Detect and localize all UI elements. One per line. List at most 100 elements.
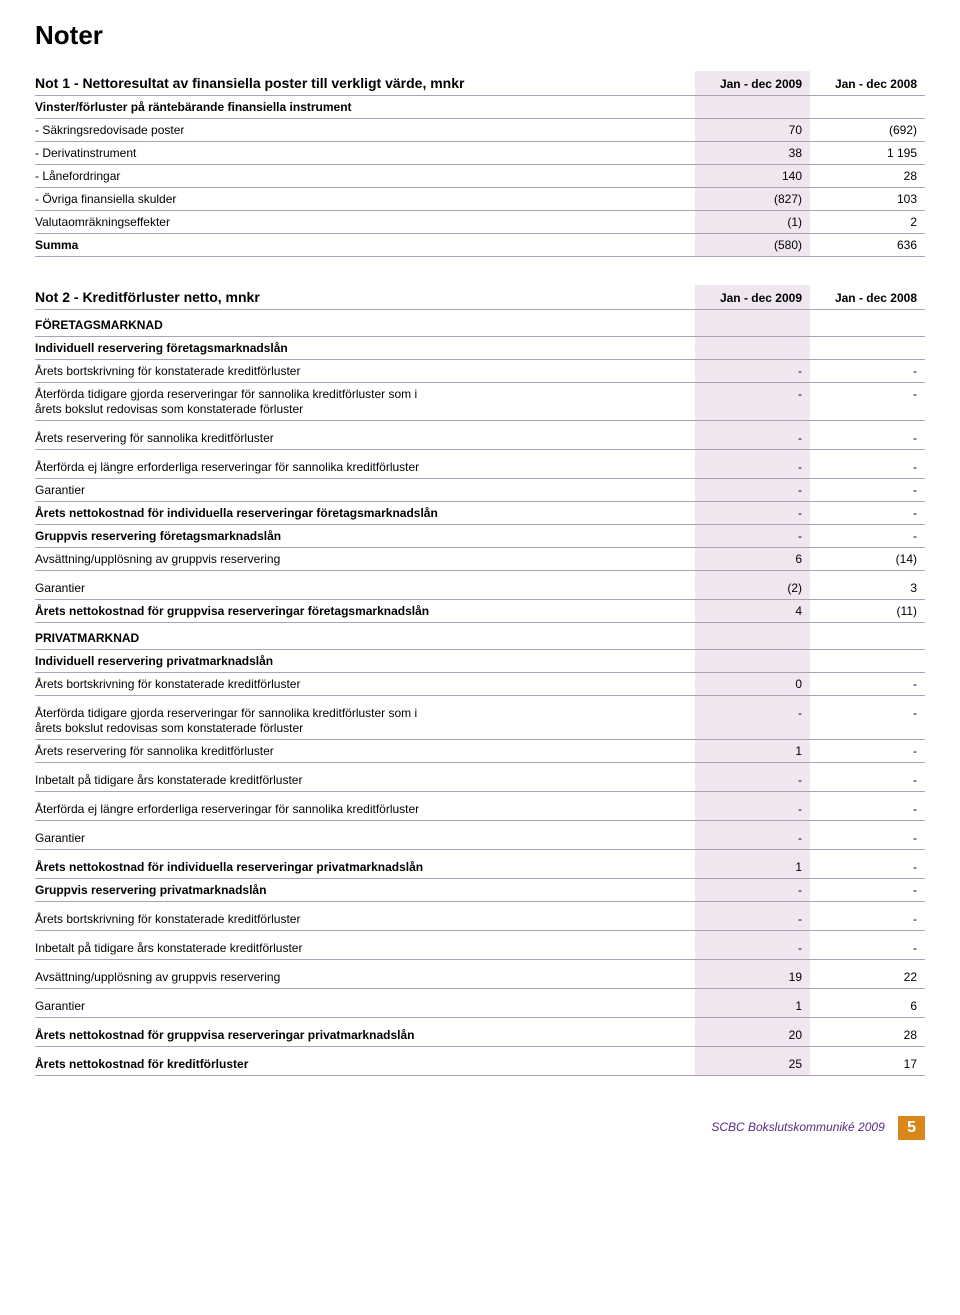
row-value-2008: 6 (810, 989, 925, 1018)
table-row: Summa(580)636 (35, 234, 925, 257)
row-label: - Lånefordringar (35, 165, 695, 188)
table-row: Inbetalt på tidigare års konstaterade kr… (35, 763, 925, 792)
row-value-2008: (14) (810, 548, 925, 571)
row-label: Årets nettokostnad för kreditförluster (35, 1047, 695, 1076)
row-value-2009: 70 (695, 119, 810, 142)
row-label: Individuell reservering privatmarknadslå… (35, 650, 695, 673)
row-label: - Säkringsredovisade poster (35, 119, 695, 142)
table-row: Årets bortskrivning för konstaterade kre… (35, 673, 925, 696)
row-label: Garantier (35, 571, 695, 600)
table-row: Valutaomräkningseffekter(1)2 (35, 211, 925, 234)
row-label: Återförda ej längre erforderliga reserve… (35, 792, 695, 821)
row-value-2009 (695, 623, 810, 650)
note-2-title: Not 2 - Kreditförluster netto, mnkr (35, 289, 695, 309)
row-value-2008: - (810, 479, 925, 502)
note-1-header: Not 1 - Nettoresultat av finansiella pos… (35, 71, 925, 96)
table-row: Årets reservering för sannolika kreditfö… (35, 740, 925, 763)
row-value-2009: 1 (695, 989, 810, 1018)
table-row: PRIVATMARKNAD (35, 623, 925, 650)
row-label: Årets bortskrivning för konstaterade kre… (35, 902, 695, 931)
row-value-2008: 28 (810, 1018, 925, 1047)
row-value-2009: - (695, 360, 810, 383)
row-value-2009: 19 (695, 960, 810, 989)
row-value-2009: - (695, 763, 810, 792)
row-value-2008: 22 (810, 960, 925, 989)
row-label: Årets reservering för sannolika kreditfö… (35, 740, 695, 763)
row-value-2009: 4 (695, 600, 810, 623)
row-value-2009: - (695, 383, 810, 421)
table-row: - Övriga finansiella skulder(827)103 (35, 188, 925, 211)
row-label: - Derivatinstrument (35, 142, 695, 165)
row-value-2009: - (695, 421, 810, 450)
row-value-2008: - (810, 450, 925, 479)
table-row: Gruppvis reservering företagsmarknadslån… (35, 525, 925, 548)
row-label: Årets nettokostnad för individuella rese… (35, 850, 695, 879)
row-value-2008: - (810, 740, 925, 763)
row-label: Vinster/förluster på räntebärande finans… (35, 96, 695, 119)
table-row: Årets nettokostnad för individuella rese… (35, 502, 925, 525)
table-row: Årets nettokostnad för individuella rese… (35, 850, 925, 879)
table-row: Vinster/förluster på räntebärande finans… (35, 96, 925, 119)
row-value-2009: 38 (695, 142, 810, 165)
table-row: Garantier(2)3 (35, 571, 925, 600)
note-2-col-2009: Jan - dec 2009 (695, 285, 810, 309)
row-label: - Övriga finansiella skulder (35, 188, 695, 211)
table-row: Återförda tidigare gjorda reserveringar … (35, 696, 925, 740)
table-row: - Derivatinstrument381 195 (35, 142, 925, 165)
row-value-2009 (695, 337, 810, 360)
note-1-col-2009: Jan - dec 2009 (695, 71, 810, 95)
row-label: Årets nettokostnad för individuella rese… (35, 502, 695, 525)
row-value-2008 (810, 650, 925, 673)
row-value-2009 (695, 650, 810, 673)
note-1: Not 1 - Nettoresultat av finansiella pos… (35, 71, 925, 257)
table-row: Garantier-- (35, 821, 925, 850)
row-value-2009: - (695, 821, 810, 850)
note-2: Not 2 - Kreditförluster netto, mnkr Jan … (35, 285, 925, 1076)
table-row: Gruppvis reservering privatmarknadslån-- (35, 879, 925, 902)
row-label: Årets reservering för sannolika kreditfö… (35, 421, 695, 450)
row-value-2009: 140 (695, 165, 810, 188)
row-value-2008 (810, 623, 925, 650)
row-value-2009: (2) (695, 571, 810, 600)
row-label: Inbetalt på tidigare års konstaterade kr… (35, 763, 695, 792)
row-value-2008: - (810, 383, 925, 421)
row-value-2008: - (810, 821, 925, 850)
row-label: Garantier (35, 821, 695, 850)
row-value-2008: (692) (810, 119, 925, 142)
row-value-2009: - (695, 792, 810, 821)
row-value-2009: - (695, 931, 810, 960)
row-value-2009: - (695, 479, 810, 502)
table-row: Återförda ej längre erforderliga reserve… (35, 450, 925, 479)
row-label: Återförda tidigare gjorda reserveringar … (35, 383, 695, 421)
row-label: Avsättning/upplösning av gruppvis reserv… (35, 548, 695, 571)
row-value-2009: 0 (695, 673, 810, 696)
row-value-2009 (695, 310, 810, 337)
row-label: Årets nettokostnad för gruppvisa reserve… (35, 600, 695, 623)
row-value-2008: 2 (810, 211, 925, 234)
row-value-2008: - (810, 763, 925, 792)
row-value-2009: - (695, 902, 810, 931)
table-row: Återförda ej längre erforderliga reserve… (35, 792, 925, 821)
row-value-2008: (11) (810, 600, 925, 623)
row-label: Inbetalt på tidigare års konstaterade kr… (35, 931, 695, 960)
table-row: FÖRETAGSMARKNAD (35, 310, 925, 337)
note-1-table: Vinster/förluster på räntebärande finans… (35, 96, 925, 257)
table-row: Årets nettokostnad för gruppvisa reserve… (35, 1018, 925, 1047)
row-value-2008: - (810, 879, 925, 902)
table-row: Årets nettokostnad för gruppvisa reserve… (35, 600, 925, 623)
row-value-2008: - (810, 673, 925, 696)
table-row: Årets bortskrivning för konstaterade kre… (35, 902, 925, 931)
note-2-header: Not 2 - Kreditförluster netto, mnkr Jan … (35, 285, 925, 310)
page-footer: SCBC Bokslutskommuniké 2009 5 (35, 1116, 925, 1140)
table-row: Avsättning/upplösning av gruppvis reserv… (35, 548, 925, 571)
row-value-2009: - (695, 450, 810, 479)
table-row: Individuell reservering privatmarknadslå… (35, 650, 925, 673)
row-value-2008: - (810, 360, 925, 383)
row-value-2008: - (810, 850, 925, 879)
table-row: - Lånefordringar14028 (35, 165, 925, 188)
row-value-2009: 20 (695, 1018, 810, 1047)
row-label: Återförda ej längre erforderliga reserve… (35, 450, 695, 479)
row-value-2008: - (810, 421, 925, 450)
row-label: Avsättning/upplösning av gruppvis reserv… (35, 960, 695, 989)
row-label: Årets bortskrivning för konstaterade kre… (35, 360, 695, 383)
